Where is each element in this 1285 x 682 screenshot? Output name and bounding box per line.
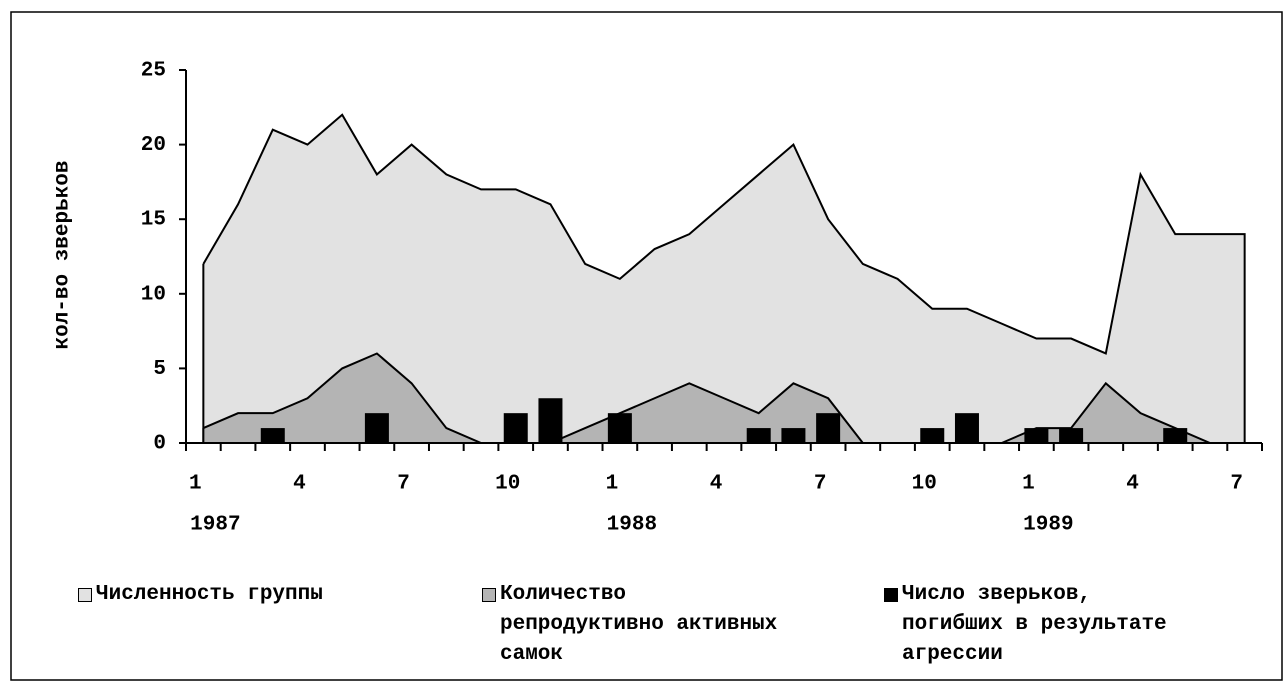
x-tick-label: 10 <box>912 473 937 496</box>
bar <box>1059 428 1084 443</box>
x-year-label: 1987 <box>190 514 240 537</box>
area-line <box>202 113 1246 443</box>
x-tick-label: 4 <box>293 473 306 496</box>
bar <box>503 413 528 443</box>
x-year-label: 1989 <box>1023 514 1073 537</box>
legend-swatch <box>482 588 496 602</box>
x-tick-label: 4 <box>1126 473 1139 496</box>
area-fill <box>203 114 1245 443</box>
bar <box>1024 428 1049 443</box>
bar <box>607 413 632 443</box>
legend-swatch <box>78 588 92 602</box>
y-tick-label: 10 <box>141 283 166 306</box>
bar <box>920 428 945 443</box>
x-tick-label: 7 <box>397 473 410 496</box>
legend-label: Численность группы <box>96 583 323 606</box>
bar <box>954 413 979 443</box>
x-tick-label: 4 <box>710 473 723 496</box>
bar <box>1163 428 1188 443</box>
x-tick-label: 7 <box>814 473 827 496</box>
y-tick-label: 20 <box>141 134 166 157</box>
y-tick-label: 0 <box>153 433 166 456</box>
y-tick-label: 25 <box>141 60 166 83</box>
legend-label: Количество репродуктивно активных самок <box>500 583 778 666</box>
bar <box>538 398 563 443</box>
x-tick-label: 1 <box>606 473 619 496</box>
bar <box>816 413 841 443</box>
y-tick-label: 15 <box>141 209 166 232</box>
frame <box>10 11 1283 681</box>
bar <box>364 413 389 443</box>
y-tick-label: 5 <box>153 358 166 381</box>
x-tick-label: 10 <box>495 473 520 496</box>
bar <box>746 428 771 443</box>
x-tick-label: 1 <box>1022 473 1035 496</box>
bar <box>781 428 806 443</box>
x-tick-label: 1 <box>189 473 202 496</box>
legend-label: Число зверьков, погибших в результате аг… <box>902 583 1167 666</box>
x-year-label: 1988 <box>607 514 657 537</box>
bar <box>260 428 285 443</box>
x-tick-label: 7 <box>1230 473 1243 496</box>
legend-swatch <box>884 588 898 602</box>
y-axis-label: кол-во зверьков <box>52 160 75 349</box>
